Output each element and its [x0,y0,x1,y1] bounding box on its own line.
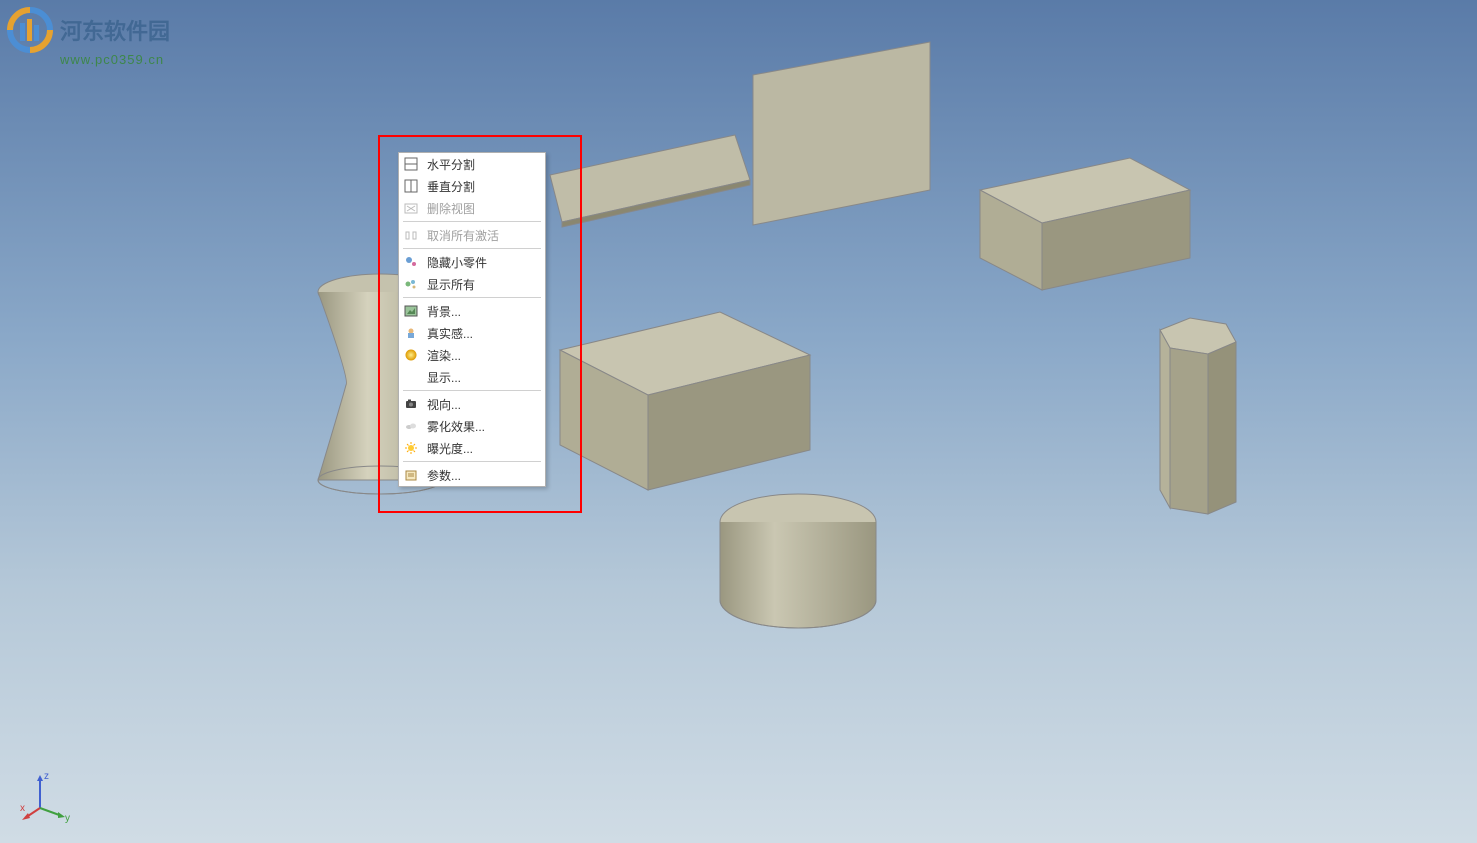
menu-item-realism[interactable]: 真实感... [399,322,545,344]
menu-item-delete-view: 删除视图 [399,197,545,219]
fog-icon [403,418,419,434]
shape-box-large[interactable] [980,158,1190,290]
menu-item-deactivate-all: 取消所有激活 [399,224,545,246]
menu-label: 视向... [427,396,461,413]
svg-text:y: y [65,813,70,823]
svg-text:x: x [20,803,25,814]
menu-item-exposure[interactable]: 曝光度... [399,437,545,459]
shape-vertical-plane[interactable] [753,42,930,225]
menu-label: 垂直分割 [427,178,475,195]
menu-item-fog[interactable]: 雾化效果... [399,415,545,437]
svg-text:z: z [44,771,49,782]
params-icon [403,467,419,483]
menu-separator [403,390,541,391]
menu-separator [403,221,541,222]
render-icon [403,347,419,363]
viewport-3d[interactable] [0,0,1477,843]
display-icon [403,369,419,385]
menu-separator [403,248,541,249]
coordinate-axis: z x y [20,763,80,823]
deactivate-icon [403,227,419,243]
context-menu: 水平分割 垂直分割 删除视图 取消所有激活 隐藏小零件 显示所有 [398,152,546,487]
shape-flat-plane[interactable] [550,135,750,222]
menu-label: 取消所有激活 [427,227,499,244]
menu-item-split-horizontal[interactable]: 水平分割 [399,153,545,175]
watermark-url: www.pc0359.cn [60,52,170,67]
camera-icon [403,396,419,412]
menu-separator [403,461,541,462]
menu-label: 删除视图 [427,200,475,217]
menu-label: 显示所有 [427,276,475,293]
menu-item-view-direction[interactable]: 视向... [399,393,545,415]
menu-item-show-all[interactable]: 显示所有 [399,273,545,295]
menu-item-parameters[interactable]: 参数... [399,464,545,486]
menu-label: 雾化效果... [427,418,485,435]
menu-label: 曝光度... [427,440,473,457]
split-horizontal-icon [403,156,419,172]
menu-item-render[interactable]: 渲染... [399,344,545,366]
menu-label: 隐藏小零件 [427,254,487,271]
menu-item-hide-small[interactable]: 隐藏小零件 [399,251,545,273]
exposure-icon [403,440,419,456]
menu-label: 渲染... [427,347,461,364]
show-all-icon [403,276,419,292]
background-icon [403,303,419,319]
delete-view-icon [403,200,419,216]
shape-hexagonal-prism[interactable] [1160,318,1236,514]
watermark-site-name: 河东软件园 [60,14,170,46]
hide-small-icon [403,254,419,270]
watermark-logo-icon [5,5,55,55]
menu-item-display[interactable]: 显示... [399,366,545,388]
menu-item-split-vertical[interactable]: 垂直分割 [399,175,545,197]
realism-icon [403,325,419,341]
shape-cylinder-oval[interactable] [720,494,876,628]
watermark: 河东软件园 www.pc0359.cn [5,5,170,67]
menu-label: 参数... [427,467,461,484]
split-vertical-icon [403,178,419,194]
menu-label: 水平分割 [427,156,475,173]
shape-box-medium[interactable] [560,312,810,490]
menu-label: 真实感... [427,325,473,342]
menu-label: 背景... [427,303,461,320]
menu-item-background[interactable]: 背景... [399,300,545,322]
menu-label: 显示... [427,369,461,386]
menu-separator [403,297,541,298]
